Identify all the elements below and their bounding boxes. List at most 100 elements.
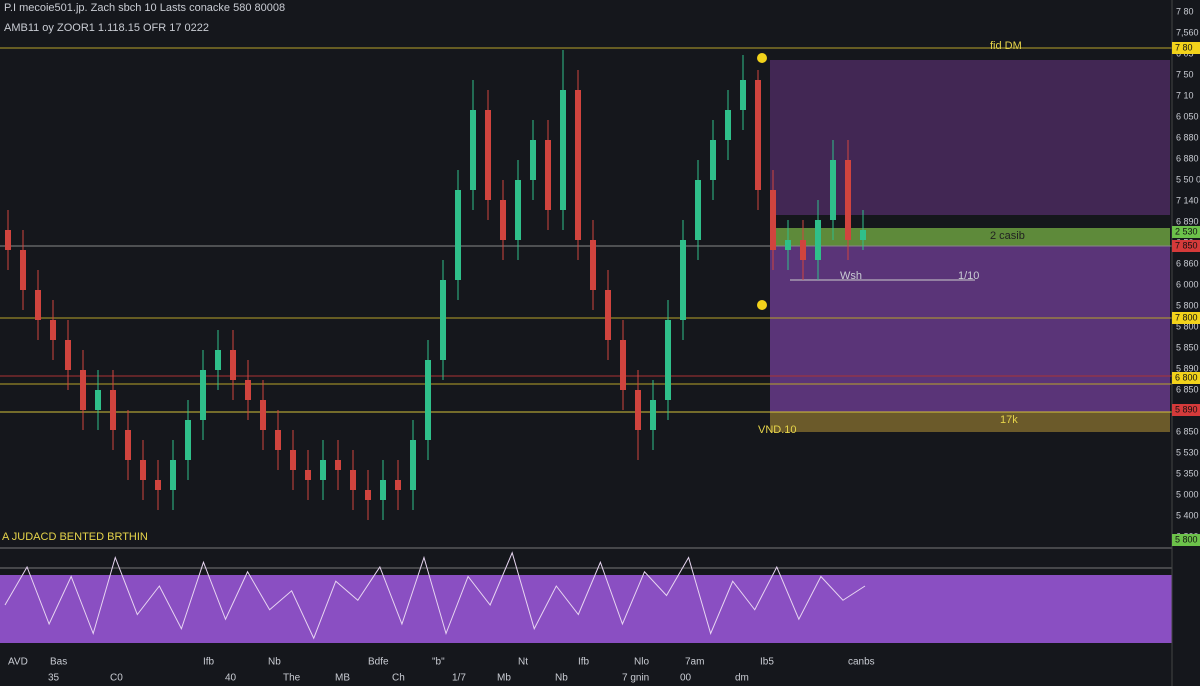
price-label: 5 530	[1176, 447, 1199, 457]
price-badge-label: 2 530	[1175, 226, 1198, 236]
time-label: 35	[48, 673, 60, 684]
candle-body	[665, 320, 671, 400]
candle-body	[635, 390, 641, 430]
price-badge-label: 5 890	[1175, 404, 1198, 414]
time-label: Ib5	[760, 657, 774, 668]
annotation: 17k	[1000, 414, 1018, 426]
price-badge	[1172, 372, 1200, 384]
candle-body	[425, 360, 431, 440]
candle-body	[575, 90, 581, 240]
time-label: 7 gnin	[622, 673, 649, 684]
time-label: 40	[225, 673, 237, 684]
annotation: A JUDACD BENTED BRTHIN	[2, 531, 148, 543]
price-label: 6 850	[1176, 426, 1199, 436]
time-label: The	[283, 673, 301, 684]
time-label: Nlo	[634, 657, 649, 668]
time-label: Mb	[497, 673, 511, 684]
candle-body	[830, 160, 836, 220]
price-badge-label: 7 80	[1175, 42, 1193, 52]
indicator-band	[0, 575, 1172, 643]
candle-body	[755, 80, 761, 190]
price-label: 6 850	[1176, 384, 1199, 394]
candle-body	[590, 240, 596, 290]
price-badge-label: 7 800	[1175, 312, 1198, 322]
time-label: C0	[110, 673, 123, 684]
candle-body	[20, 250, 26, 290]
candle-body	[710, 140, 716, 180]
price-label: 6 860	[1176, 258, 1199, 268]
price-badge	[1172, 42, 1200, 54]
candle-body	[65, 340, 71, 370]
header-info: AMB11 oy ZOOR1 1.118.15 OFR 17 0222	[4, 22, 209, 34]
time-label: 7am	[685, 657, 704, 668]
candle-body	[440, 280, 446, 360]
candle-body	[800, 240, 806, 260]
annotation: Wsh	[840, 270, 862, 282]
candle-body	[140, 460, 146, 480]
time-label: Nb	[268, 657, 281, 668]
candle-body	[335, 460, 341, 470]
time-label: Ch	[392, 673, 405, 684]
candle-body	[845, 160, 851, 240]
green-zone	[770, 228, 1170, 246]
candle-body	[5, 230, 11, 250]
marker	[757, 53, 767, 63]
price-badge-label: 5 800	[1175, 534, 1198, 544]
candle-body	[110, 390, 116, 430]
annotation: fid DM	[990, 40, 1022, 52]
time-label: "b"	[432, 657, 445, 668]
candle-body	[815, 220, 821, 260]
price-label: 7 80	[1176, 6, 1194, 16]
price-label: 6 880	[1176, 132, 1199, 142]
price-label: 7 10	[1176, 90, 1194, 100]
candle-body	[485, 110, 491, 200]
candle-body	[500, 200, 506, 240]
candle-body	[695, 180, 701, 240]
time-label: Bas	[50, 657, 67, 668]
candle-body	[80, 370, 86, 410]
price-badge	[1172, 404, 1200, 416]
time-label: dm	[735, 673, 749, 684]
annotation: 2 casib	[990, 230, 1025, 242]
price-badge	[1172, 240, 1200, 252]
price-badge-label: 7 850	[1175, 240, 1198, 250]
price-label: 5 800	[1176, 321, 1199, 331]
price-label: 7 50	[1176, 69, 1194, 79]
annotation: 1/10	[958, 270, 979, 282]
candle-body	[410, 440, 416, 490]
price-label: 5 850	[1176, 342, 1199, 352]
candle-body	[305, 470, 311, 480]
price-label: 5 890	[1176, 363, 1199, 373]
price-badge	[1172, 534, 1200, 546]
price-label: 5 50 0	[1176, 174, 1200, 184]
purple-zone	[770, 60, 1170, 215]
annotation: VND.10	[758, 424, 797, 436]
candle-body	[50, 320, 56, 340]
candle-body	[155, 480, 161, 490]
time-label: MB	[335, 673, 350, 684]
candle-body	[245, 380, 251, 400]
candle-body	[620, 340, 626, 390]
candle-body	[860, 230, 866, 240]
price-badge	[1172, 226, 1200, 238]
time-label: AVD	[8, 657, 28, 668]
price-label: 6 000	[1176, 279, 1199, 289]
oscillator-line	[4, 551, 866, 640]
candle-body	[395, 480, 401, 490]
time-label: canbs	[848, 657, 875, 668]
price-label: 5 400	[1176, 510, 1199, 520]
candle-body	[785, 240, 791, 250]
candle-body	[200, 370, 206, 420]
candle-body	[275, 430, 281, 450]
candle-body	[260, 400, 266, 430]
candle-body	[365, 490, 371, 500]
time-label: Bdfe	[368, 657, 389, 668]
time-label: Nb	[555, 673, 568, 684]
candle-body	[515, 180, 521, 240]
candle-body	[230, 350, 236, 380]
candle-body	[740, 80, 746, 110]
time-label: 1/7	[452, 673, 466, 684]
time-label: Nt	[518, 657, 528, 668]
candle-body	[680, 240, 686, 320]
